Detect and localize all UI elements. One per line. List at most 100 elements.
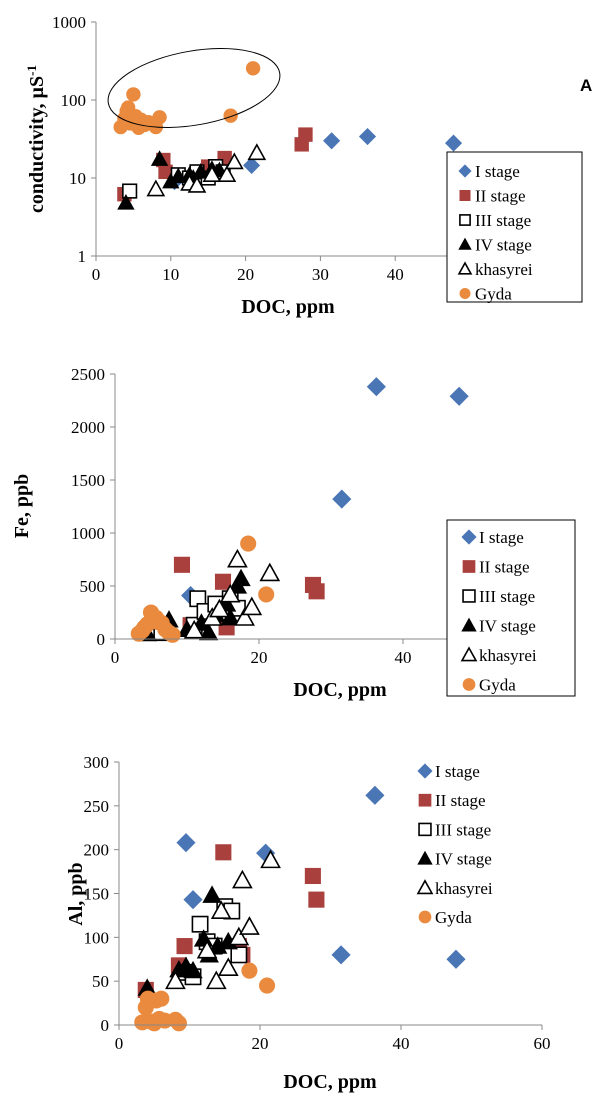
- y-axis-label-sup: -1: [24, 65, 39, 76]
- legend-label: II stage: [435, 791, 486, 810]
- x-tick-label: 20: [237, 265, 254, 284]
- data-point: [449, 386, 469, 406]
- chart-fe: 0 500 1000 1500 2000 2500 0 20 40 DOC, ppm Fe, p…: [11, 365, 576, 701]
- chart-al: 0 50 100 150 200 250 300 0 20 40 60 DOC, ppm Al, p…: [65, 753, 551, 1093]
- legend-marker: [461, 529, 477, 545]
- y-tick-label: 0: [97, 630, 106, 649]
- y-tick-label: 1000: [52, 13, 86, 32]
- data-point: [223, 108, 238, 123]
- panel-label: A: [580, 76, 592, 95]
- data-point: [247, 143, 267, 161]
- legend: I stage II stage III stage IV stage khasyrei…: [457, 162, 533, 304]
- x-tick-label: 10: [162, 265, 179, 284]
- data-point: [202, 885, 222, 903]
- y-axis-label-main: conductivity, µS: [26, 76, 48, 213]
- x-axis-label: DOC, ppm: [293, 679, 387, 701]
- x-tick-label: 40: [393, 1034, 410, 1053]
- legend-marker: [457, 261, 473, 275]
- data-point: [308, 583, 325, 600]
- y-tick-label: 100: [84, 928, 110, 947]
- y-tick-label: 150: [84, 885, 110, 904]
- data-point: [198, 622, 219, 641]
- x-tick-label: 30: [312, 265, 329, 284]
- data-point: [365, 785, 385, 805]
- y-tick-label: 200: [84, 841, 110, 860]
- data-point: [258, 586, 275, 603]
- data-point: [210, 900, 232, 920]
- x-tick-label: 0: [115, 1034, 124, 1053]
- legend-marker: [461, 617, 477, 632]
- series-gyda: [113, 61, 261, 136]
- data-point: [205, 970, 227, 990]
- data-point: [308, 891, 325, 908]
- data-point: [217, 165, 237, 182]
- legend-box: [446, 519, 576, 697]
- x-axis-label: DOC, ppm: [283, 1071, 377, 1093]
- data-point: [202, 165, 222, 182]
- y-tick-label: 100: [61, 91, 87, 110]
- data-point: [209, 598, 230, 618]
- chart-conductivity: 1 10 100 1000 0 10 20 30 40 DOC, ppm conductivit…: [24, 13, 583, 318]
- legend-label: III stage: [479, 587, 535, 606]
- legend-box: [446, 151, 583, 303]
- legend-label: II stage: [479, 558, 530, 577]
- x-tick-label: 20: [251, 648, 268, 667]
- data-point: [225, 152, 244, 170]
- data-point: [259, 562, 281, 582]
- legend-marker: [417, 763, 433, 779]
- legend-label: khasyrei: [475, 260, 533, 279]
- data-point: [165, 970, 186, 990]
- y-tick-label: 10: [69, 169, 86, 188]
- data-point: [232, 869, 253, 889]
- y-tick-label: 2500: [71, 365, 105, 384]
- legend-marker: [459, 214, 471, 226]
- data-point: [219, 583, 241, 603]
- x-axis-label: DOC, ppm: [241, 296, 335, 318]
- data-point: [217, 957, 239, 977]
- data-point: [231, 568, 251, 587]
- data-point: [230, 946, 248, 964]
- legend-marker: [418, 822, 432, 837]
- y-axis-label: Fe, ppb: [11, 474, 33, 538]
- data-point: [117, 194, 135, 210]
- legend-marker: [462, 678, 476, 691]
- data-point: [122, 183, 138, 199]
- y-tick-label: 500: [80, 577, 106, 596]
- y-axis-label: conductivity, µS-1: [24, 65, 48, 213]
- legend-label: III stage: [475, 211, 531, 230]
- series-khasyrei: [165, 849, 281, 990]
- legend-marker: [418, 910, 432, 924]
- data-point: [183, 960, 203, 979]
- data-point: [245, 61, 261, 76]
- data-point: [331, 945, 351, 965]
- series-gyda: [134, 962, 276, 1032]
- y-tick-label: 300: [84, 753, 110, 772]
- data-point: [183, 619, 205, 639]
- data-point: [240, 535, 257, 552]
- data-point: [191, 915, 209, 933]
- legend-label: III stage: [435, 820, 491, 839]
- y-tick-label: 2000: [71, 418, 105, 437]
- legend-label: Gyda: [435, 908, 472, 927]
- series-gyda: [130, 535, 275, 643]
- legend-marker: [462, 589, 476, 603]
- data-point: [170, 1015, 187, 1032]
- data-point: [366, 377, 386, 397]
- data-point: [298, 127, 313, 142]
- data-point: [196, 939, 218, 959]
- legend-marker: [417, 850, 433, 865]
- data-point: [152, 110, 167, 125]
- data-point: [215, 844, 232, 861]
- legend-label: I stage: [435, 762, 480, 781]
- data-point: [358, 127, 377, 146]
- legend-label: IV stage: [435, 850, 492, 869]
- y-tick-label: 1: [78, 247, 87, 266]
- data-point: [146, 179, 166, 197]
- x-tick-label: 0: [111, 648, 120, 667]
- data-point: [446, 949, 466, 969]
- data-point: [183, 890, 203, 910]
- legend-label: Gyda: [475, 285, 512, 304]
- legend-label: IV stage: [475, 236, 532, 255]
- y-axis-label: Al, ppb: [65, 862, 87, 925]
